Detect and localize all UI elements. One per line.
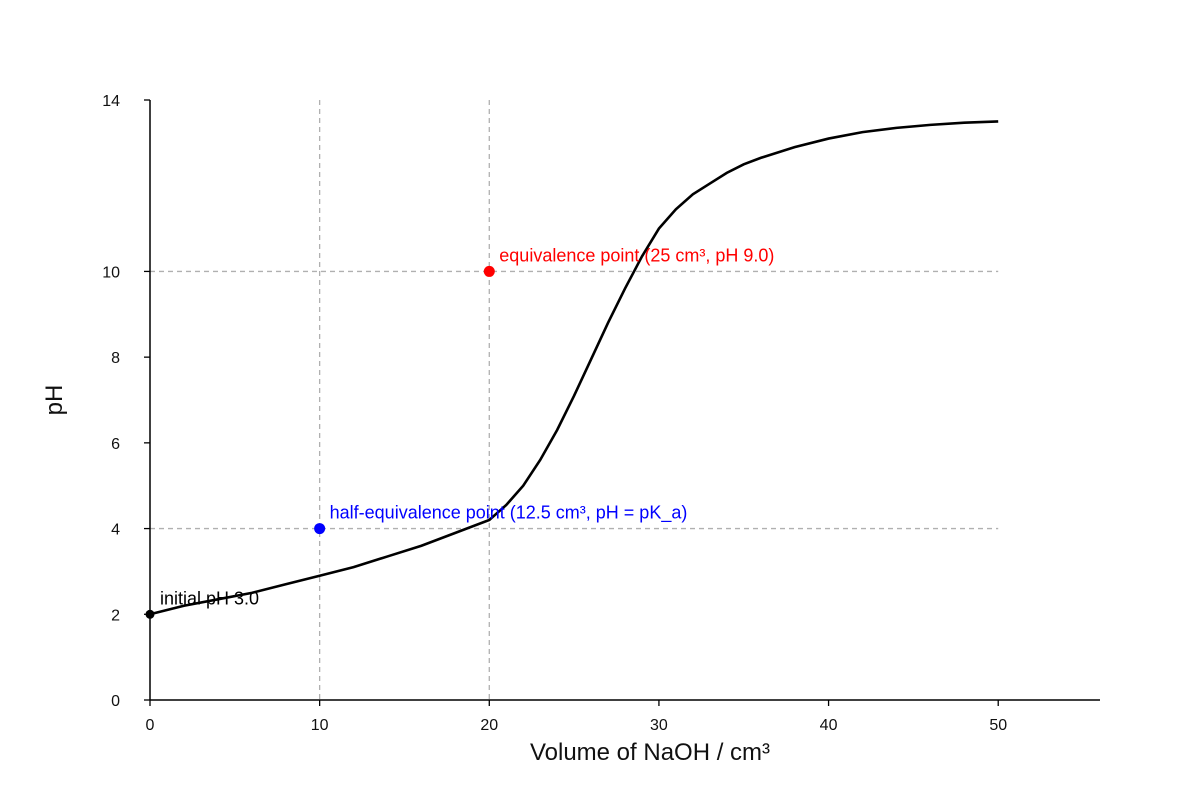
y-tick-label: 0	[111, 693, 120, 710]
y-tick-label: 10	[102, 264, 120, 281]
x-tick-label: 30	[650, 717, 668, 734]
ticks: 0 10 20 30 40 50 0 2 4 6 8 10 14	[102, 93, 1007, 734]
y-tick-label: 14	[102, 93, 120, 110]
x-tick-label: 0	[146, 717, 155, 734]
x-tick-label: 20	[480, 717, 498, 734]
x-tick-label: 50	[989, 717, 1007, 734]
x-tick-label: 10	[311, 717, 329, 734]
y-tick-label: 8	[111, 350, 120, 367]
point-annotation: half-equivalence point (12.5 cm³, pH = p…	[330, 503, 688, 524]
y-axis-title: pH	[41, 385, 68, 416]
annotated-point-marker	[483, 265, 495, 277]
x-axis-title: Volume of NaOH / cm³	[530, 739, 770, 766]
annotated-point-marker	[314, 523, 326, 535]
axes	[149, 100, 1100, 701]
titration-curve	[149, 120, 999, 616]
y-tick-label: 6	[111, 436, 120, 453]
x-tick-label: 40	[820, 717, 838, 734]
point-annotation: equivalence point (25 cm³, pH 9.0)	[499, 245, 774, 265]
y-tick-label: 2	[111, 607, 120, 624]
reference-lines	[150, 100, 999, 700]
point-annotation: initial pH 3.0	[160, 588, 259, 608]
annotated-point-marker	[145, 609, 155, 619]
y-tick-label: 4	[111, 522, 120, 539]
annotated-points: initial pH 3.0 half-equivalence point (12…	[145, 245, 774, 619]
